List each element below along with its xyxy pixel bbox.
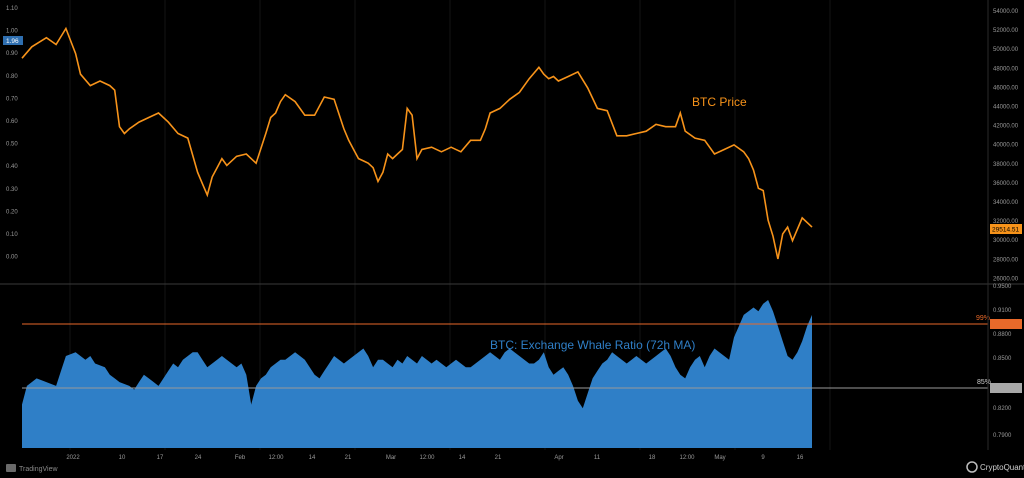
left-tick-label: 1.10 <box>6 6 18 12</box>
x-tick-label: 12:00 <box>419 455 435 461</box>
left-tick-label: 0.50 <box>6 142 18 148</box>
ratio-tick-label: 0.8500 <box>993 356 1012 362</box>
x-tick-label: 17 <box>157 455 164 461</box>
left-value-badge <box>3 36 23 45</box>
ratio-badge-85 <box>990 383 1022 393</box>
price-badge <box>990 224 1022 234</box>
left-tick-label: 0.10 <box>6 232 18 238</box>
reference-label-85: 85% <box>977 379 991 386</box>
left-tick-label: 0.20 <box>6 209 18 215</box>
x-tick-label: 12:00 <box>268 455 284 461</box>
left-axis: 1.10 1.00 0.90 0.80 0.70 0.60 0.50 0.40 0.30 0.20… <box>6 6 18 261</box>
cryptoquant-text: CryptoQuant <box>980 463 1024 472</box>
right-tick-label: 54000.00 <box>993 9 1019 15</box>
x-tick-label: May <box>714 455 725 461</box>
ratio-badge-99 <box>990 319 1022 329</box>
x-tick-label: 14 <box>459 455 466 461</box>
x-tick-label: 11 <box>594 455 601 461</box>
reference-label-99: 99% <box>976 315 990 322</box>
cryptoquant-logo-icon <box>966 461 978 473</box>
left-tick-label: 1.00 <box>6 29 18 35</box>
tradingview-logo-icon <box>6 464 16 472</box>
price-badge-text: 29514.51 <box>992 227 1019 234</box>
ratio-axis: 0.9500 0.9100 0.8800 0.8500 0.8200 0.7900 <box>993 284 1012 439</box>
right-tick-label: 30000.00 <box>993 238 1019 244</box>
x-tick-label: 16 <box>797 455 804 461</box>
right-tick-label: 46000.00 <box>993 85 1019 91</box>
btc-price-annotation: BTC Price <box>692 95 747 109</box>
right-tick-label: 50000.00 <box>993 47 1019 53</box>
right-tick-label: 42000.00 <box>993 124 1019 130</box>
x-axis: 2022 10 17 24 Feb 12:00 14 21 Mar 12:00 14 21 Apr 11 1… <box>66 455 804 461</box>
left-tick-label: 0.70 <box>6 96 18 102</box>
x-tick-label: Apr <box>554 455 563 461</box>
x-tick-label: 21 <box>495 455 502 461</box>
whale-ratio-area <box>22 300 812 448</box>
ratio-tick-label: 0.7900 <box>993 433 1012 439</box>
ratio-tick-label: 0.9500 <box>993 284 1012 290</box>
x-tick-label: 9 <box>761 455 765 461</box>
right-tick-label: 34000.00 <box>993 200 1019 206</box>
btc-price-line <box>21 26 813 260</box>
left-tick-label: 0.60 <box>6 119 18 125</box>
left-tick-label: 0.90 <box>6 51 18 57</box>
tradingview-text: TradingView <box>19 466 58 473</box>
x-tick-label: 21 <box>345 455 352 461</box>
x-tick-label: 10 <box>119 455 126 461</box>
price-pane: BTC Price <box>21 26 813 260</box>
x-tick-label: Mar <box>386 455 396 461</box>
right-tick-label: 26000.00 <box>993 276 1019 282</box>
ratio-tick-label: 0.9100 <box>993 308 1012 314</box>
whale-ratio-annotation: BTC: Exchange Whale Ratio (72h MA) <box>490 338 695 352</box>
x-tick-label: Feb <box>235 455 246 461</box>
x-tick-label: 12:00 <box>679 455 695 461</box>
right-tick-label: 40000.00 <box>993 143 1019 149</box>
right-tick-label: 38000.00 <box>993 162 1019 168</box>
x-tick-label: 24 <box>195 455 202 461</box>
left-tick-label: 0.40 <box>6 164 18 170</box>
ratio-tick-label: 0.8800 <box>993 332 1012 338</box>
right-tick-label: 28000.00 <box>993 257 1019 263</box>
right-tick-label: 32000.00 <box>993 219 1019 225</box>
right-tick-label: 36000.00 <box>993 181 1019 187</box>
left-tick-label: 0.30 <box>6 187 18 193</box>
right-tick-label: 44000.00 <box>993 105 1019 111</box>
right-axis: 54000.00 52000.00 50000.00 48000.00 46000.00… <box>993 9 1019 282</box>
right-tick-label: 52000.00 <box>993 28 1019 34</box>
x-tick-label: 18 <box>649 455 656 461</box>
ratio-tick-label: 0.8200 <box>993 406 1012 412</box>
whale-ratio-pane: 99% 85% BTC: Exchange Whale Ratio (72h M… <box>22 300 991 448</box>
x-tick-label: 2022 <box>66 455 80 461</box>
tradingview-watermark: TradingView <box>6 464 58 473</box>
left-tick-label: 0.80 <box>6 74 18 80</box>
left-tick-label: 0.00 <box>6 255 18 261</box>
left-value-badge-text: 1.96 <box>6 38 19 45</box>
x-tick-label: 14 <box>309 455 316 461</box>
right-tick-label: 48000.00 <box>993 66 1019 72</box>
cryptoquant-watermark: CryptoQuant <box>966 461 1024 473</box>
